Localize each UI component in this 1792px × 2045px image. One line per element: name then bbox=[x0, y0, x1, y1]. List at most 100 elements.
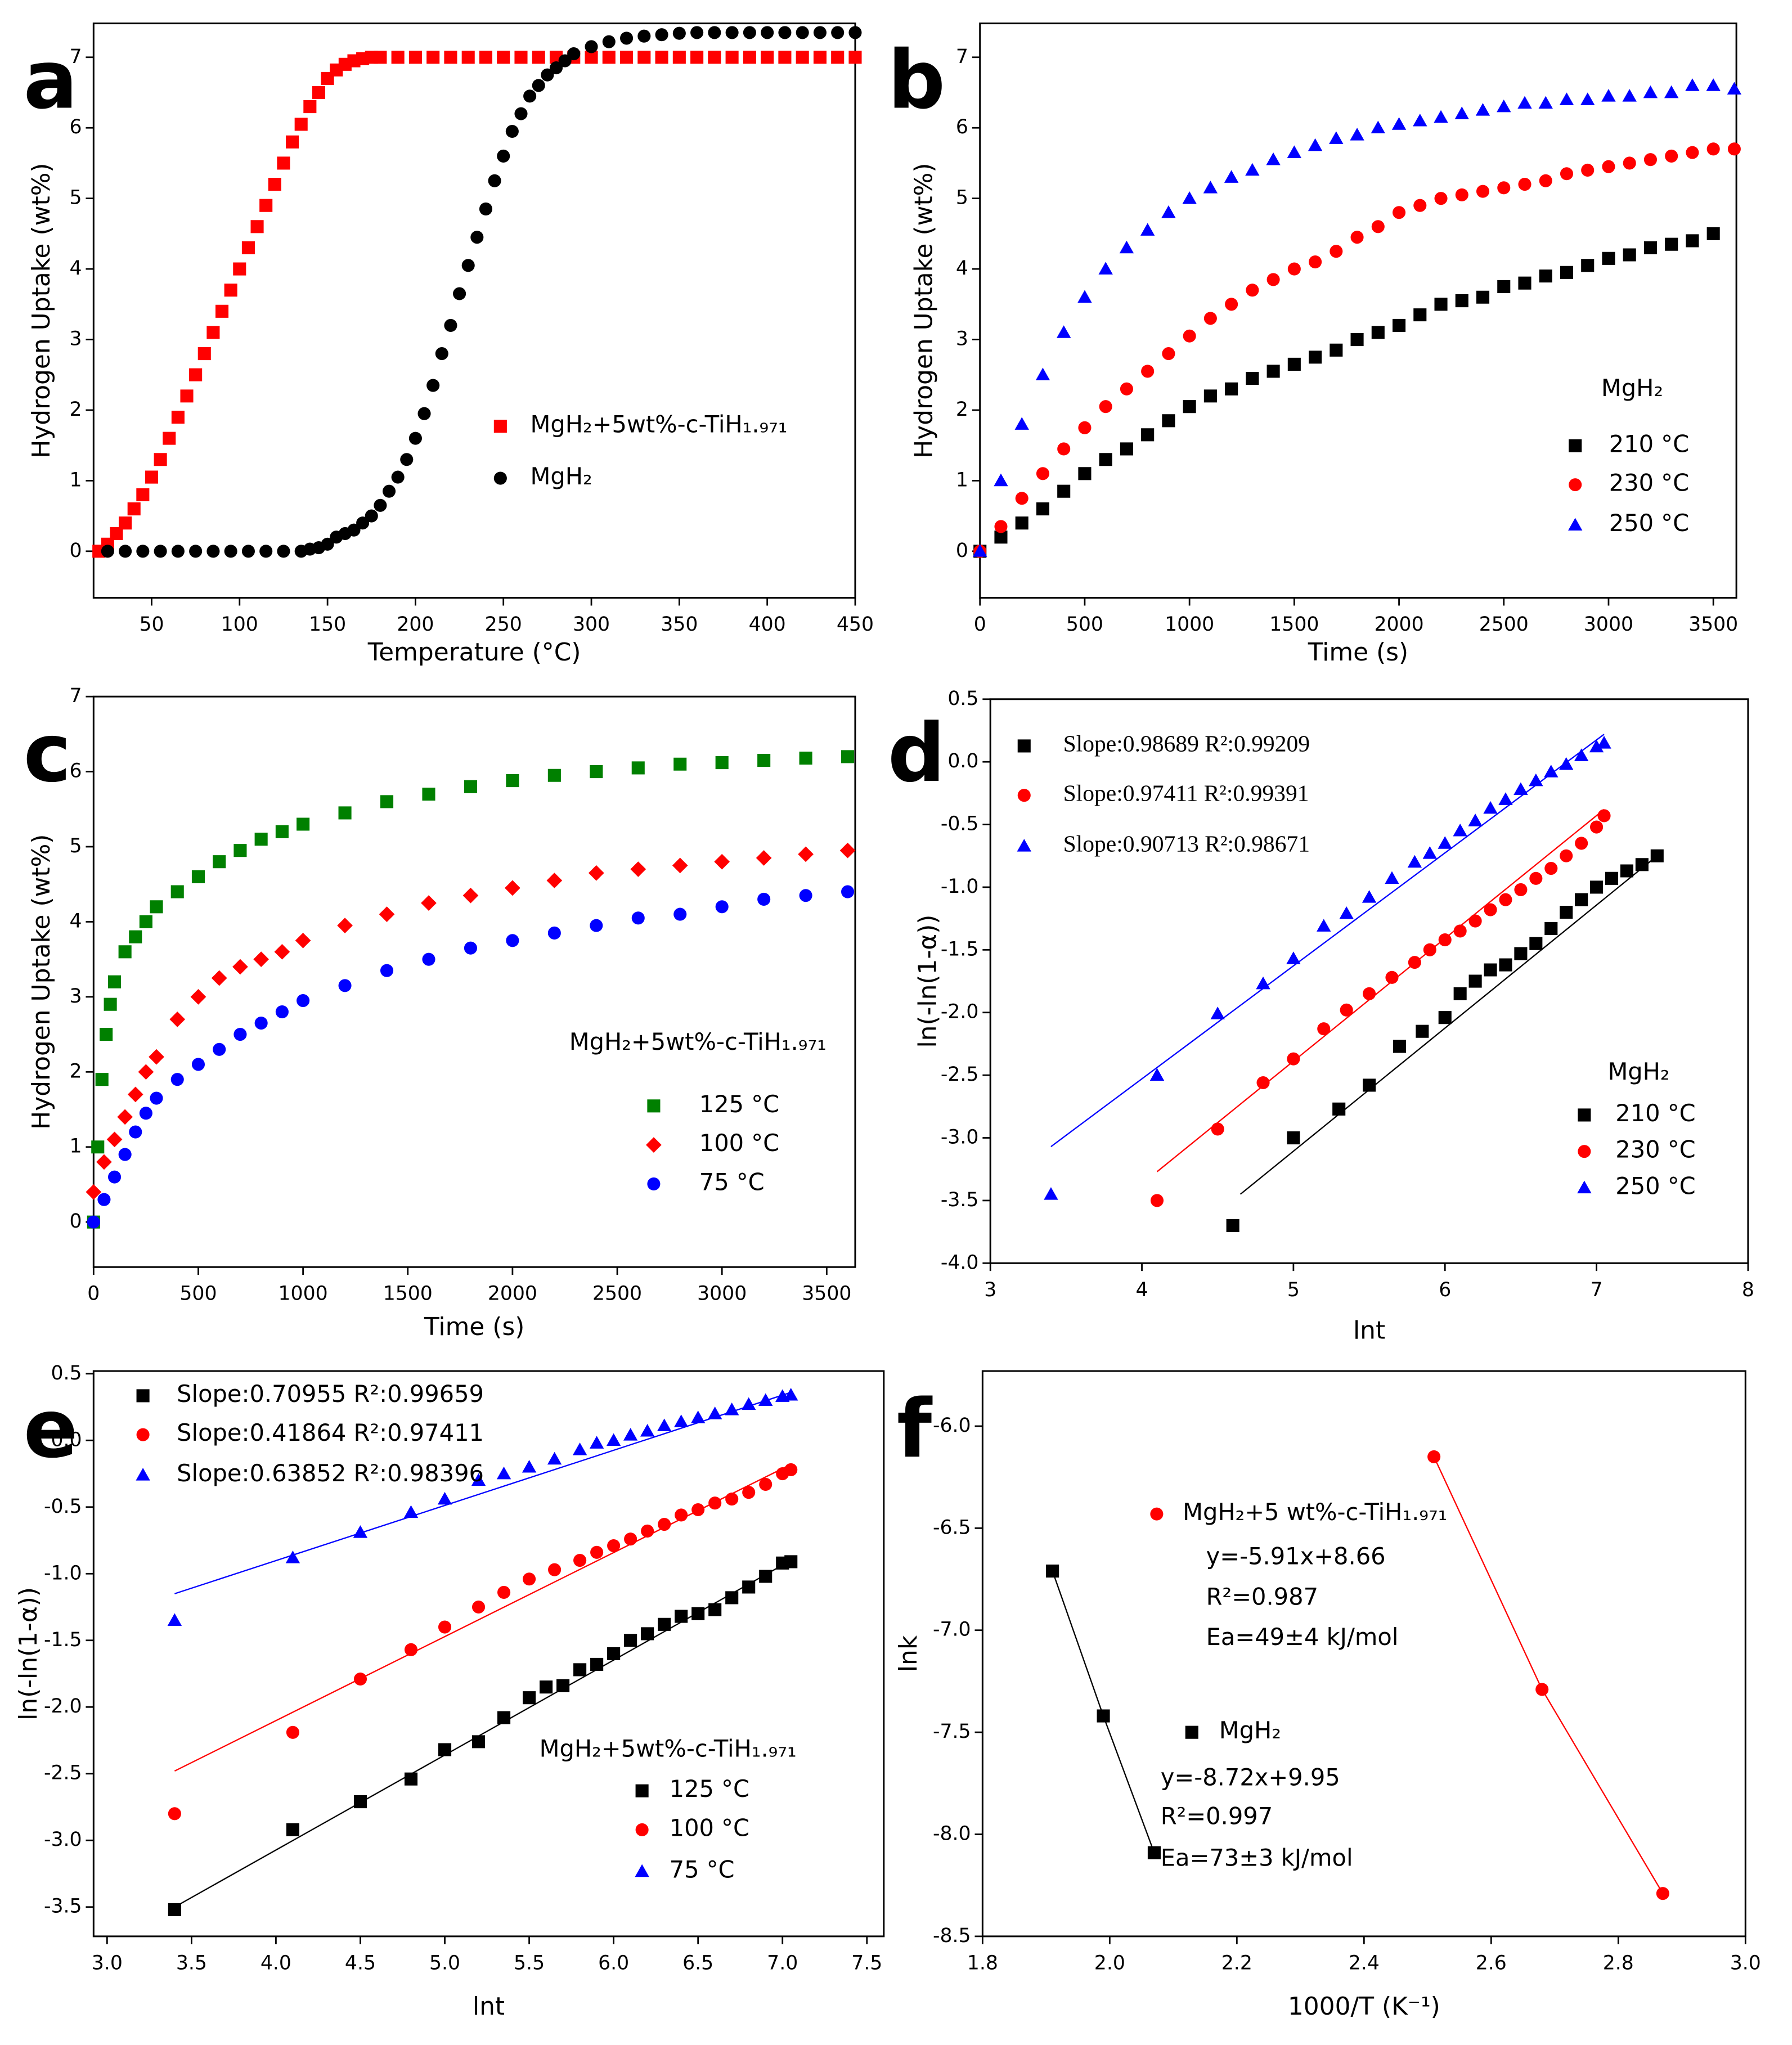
data-point bbox=[1484, 903, 1497, 916]
data-point bbox=[347, 523, 361, 537]
data-point bbox=[658, 1518, 671, 1531]
data-point bbox=[154, 453, 167, 466]
legend-label: 125 °C bbox=[670, 1775, 749, 1803]
data-point bbox=[522, 1459, 537, 1473]
fit-label: Slope:0.90713 R²:0.98671 bbox=[1063, 830, 1310, 856]
x-tick-label: 3.5 bbox=[176, 1952, 207, 1974]
data-point bbox=[150, 1091, 163, 1105]
data-point bbox=[624, 1532, 637, 1546]
data-point bbox=[233, 1028, 247, 1041]
data-point bbox=[1475, 103, 1490, 116]
data-point bbox=[1385, 871, 1399, 884]
data-point bbox=[453, 287, 466, 300]
fit-line bbox=[174, 1391, 792, 1594]
data-point bbox=[784, 1387, 798, 1401]
y-tick-label: 0 bbox=[69, 1210, 82, 1233]
legend-marker bbox=[1569, 478, 1582, 492]
x-tick-label: 7.0 bbox=[767, 1952, 798, 1974]
data-point bbox=[437, 1491, 452, 1505]
data-point bbox=[1605, 871, 1619, 885]
data-point bbox=[757, 892, 771, 906]
data-point bbox=[1150, 1194, 1164, 1207]
data-point bbox=[1539, 269, 1552, 283]
data-point bbox=[224, 545, 237, 558]
data-point bbox=[637, 51, 651, 64]
data-point bbox=[848, 26, 862, 39]
data-point bbox=[1363, 1078, 1376, 1092]
data-point bbox=[1183, 329, 1196, 343]
data-point bbox=[1413, 308, 1427, 322]
panel-letter: b bbox=[888, 33, 946, 127]
data-point bbox=[374, 498, 387, 512]
legend-marker bbox=[136, 1428, 150, 1441]
y-tick-label: 3 bbox=[956, 328, 968, 350]
data-point bbox=[1287, 1052, 1300, 1066]
data-point bbox=[1643, 85, 1658, 98]
legend-marker bbox=[635, 1823, 649, 1837]
data-point bbox=[197, 347, 211, 361]
y-tick-label: 3 bbox=[69, 328, 82, 350]
data-point bbox=[206, 545, 220, 558]
data-point bbox=[1309, 255, 1322, 269]
data-point bbox=[471, 1600, 486, 1614]
data-point bbox=[118, 945, 132, 959]
y-tick-label: 0.5 bbox=[947, 687, 978, 710]
data-point bbox=[138, 1064, 154, 1080]
x-tick-label: 7.5 bbox=[851, 1952, 882, 1974]
x-tick-label: 1000 bbox=[279, 1283, 328, 1305]
data-point bbox=[213, 1042, 226, 1056]
data-point bbox=[1560, 849, 1573, 862]
data-point bbox=[268, 178, 281, 191]
legend-label: 250 °C bbox=[1609, 509, 1689, 537]
data-point bbox=[573, 1554, 587, 1567]
data-point bbox=[1497, 181, 1511, 195]
y-tick-label: 6 bbox=[69, 116, 82, 138]
y-tick-label: -3.5 bbox=[44, 1895, 82, 1918]
data-point bbox=[96, 1154, 112, 1170]
data-point bbox=[547, 926, 561, 940]
data-point bbox=[743, 26, 756, 39]
data-point bbox=[1015, 492, 1029, 505]
data-point bbox=[1309, 350, 1322, 364]
y-tick-label: -6.0 bbox=[933, 1414, 971, 1437]
x-tick-label: 100 bbox=[221, 613, 258, 636]
data-point bbox=[426, 51, 440, 64]
data-point bbox=[365, 509, 378, 523]
data-point bbox=[171, 545, 185, 558]
data-point bbox=[461, 259, 475, 272]
data-point bbox=[1706, 142, 1720, 156]
data-point bbox=[1120, 382, 1133, 395]
data-point bbox=[778, 51, 792, 64]
data-point bbox=[464, 941, 477, 955]
x-tick-label: 3500 bbox=[802, 1283, 851, 1305]
data-point bbox=[211, 970, 227, 986]
data-point bbox=[1484, 963, 1497, 977]
data-point bbox=[391, 51, 405, 64]
data-point bbox=[1078, 421, 1092, 434]
data-point bbox=[1266, 152, 1281, 165]
data-point bbox=[1183, 400, 1196, 414]
data-point bbox=[1363, 987, 1376, 1000]
y-tick-label: 0.5 bbox=[51, 1362, 82, 1385]
data-point bbox=[742, 1486, 756, 1499]
panel-letter: f bbox=[897, 1382, 933, 1476]
data-point bbox=[1371, 326, 1385, 339]
data-point bbox=[1408, 956, 1421, 969]
x-tick-label: 6.0 bbox=[598, 1952, 629, 1974]
data-point bbox=[479, 202, 493, 216]
data-point bbox=[708, 1496, 722, 1510]
data-point bbox=[1575, 893, 1588, 906]
annotation: y=-8.72x+9.95 bbox=[1161, 1763, 1340, 1791]
data-point bbox=[514, 51, 528, 64]
x-axis-label: Time (s) bbox=[1308, 638, 1408, 667]
y-tick-label: -2.0 bbox=[941, 1001, 979, 1023]
y-tick-label: -4.0 bbox=[941, 1251, 979, 1274]
data-point bbox=[691, 1503, 705, 1517]
plot-frame bbox=[92, 1370, 885, 1938]
data-point bbox=[532, 79, 545, 92]
data-point bbox=[1330, 245, 1343, 258]
x-tick-label: 0 bbox=[87, 1283, 100, 1305]
data-point bbox=[1287, 1131, 1300, 1145]
data-point bbox=[118, 1148, 132, 1161]
